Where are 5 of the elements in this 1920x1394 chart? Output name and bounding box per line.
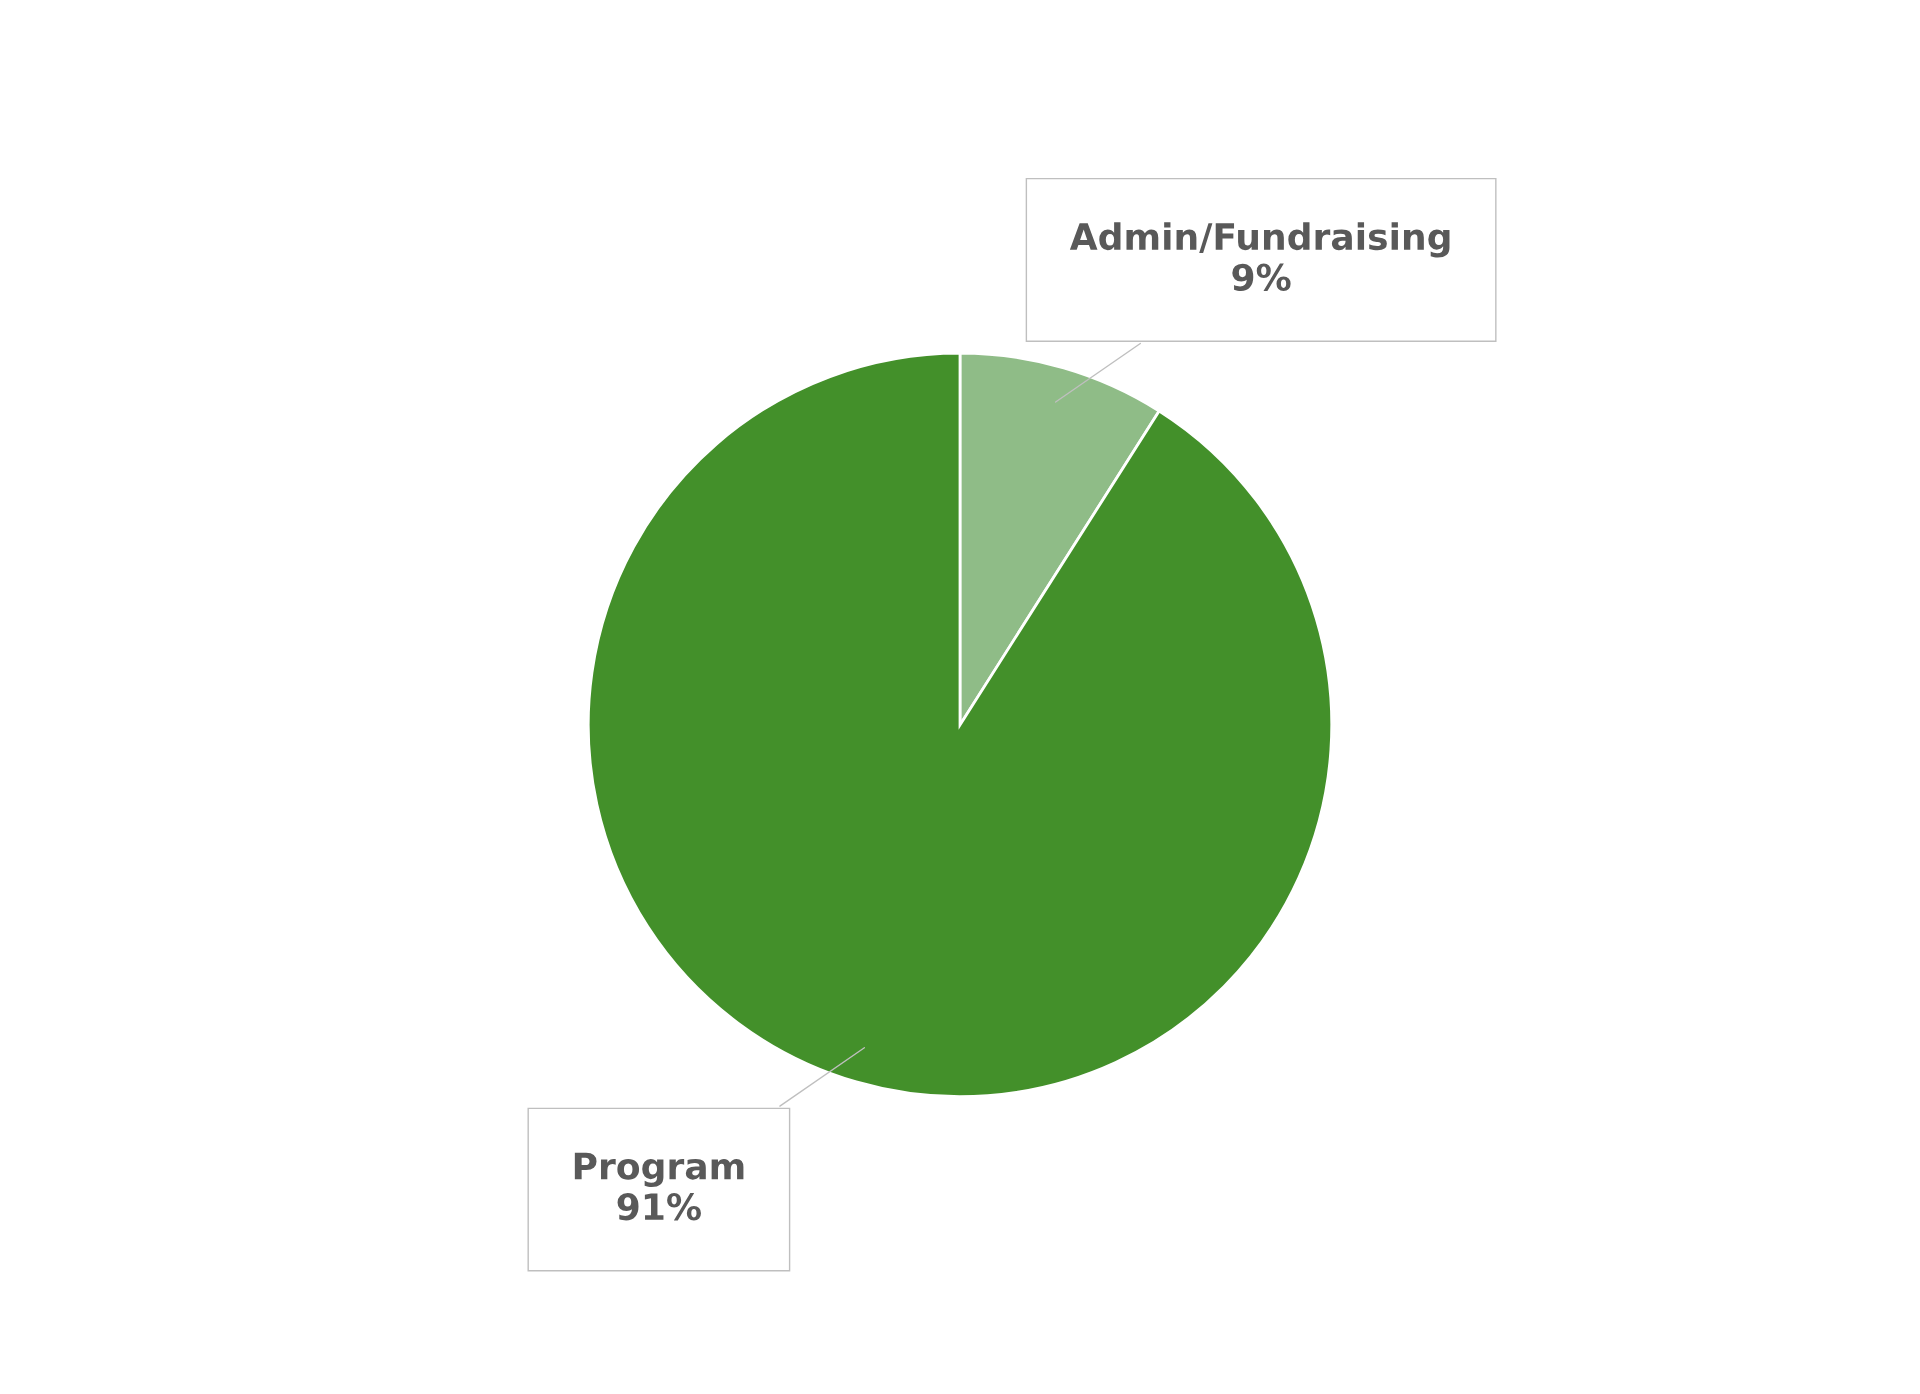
data-label: 91% (617, 1193, 701, 1221)
slice-label: Program (574, 1152, 744, 1187)
data-label: 9% (1232, 263, 1291, 291)
pie-slice (586, 351, 1334, 1098)
slice-label: Admin/Fundraising (1069, 222, 1450, 258)
